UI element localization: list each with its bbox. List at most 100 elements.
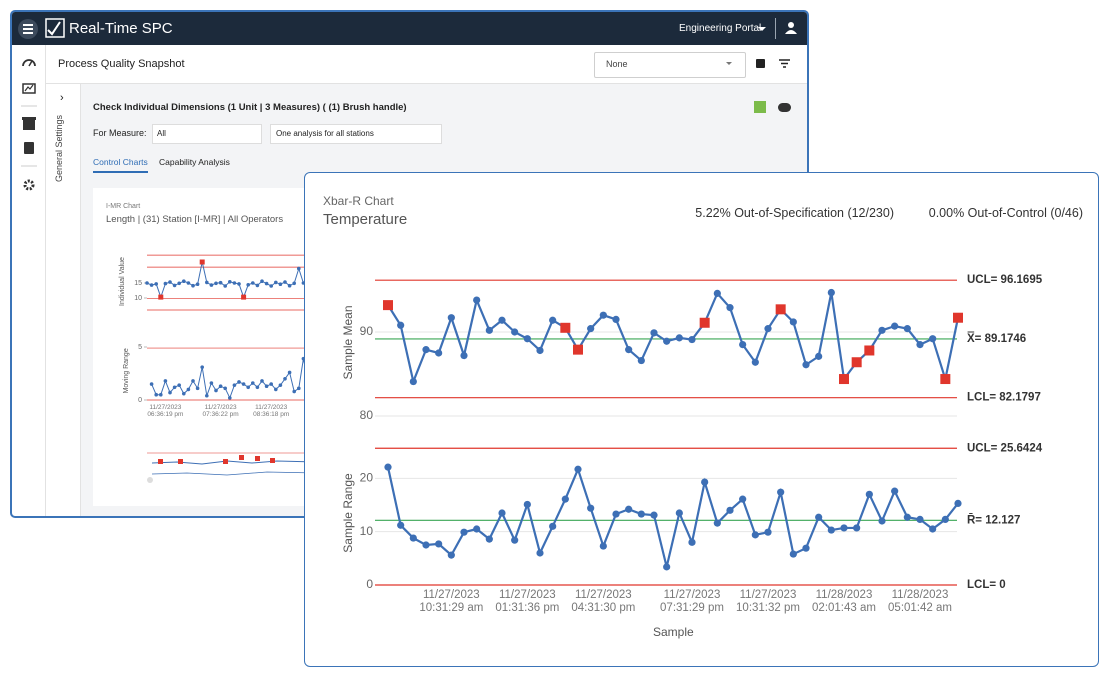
flagged-point (852, 357, 862, 367)
flagged-point (953, 313, 963, 323)
point (891, 488, 898, 495)
point (790, 318, 797, 325)
point (292, 390, 296, 394)
point (237, 282, 241, 286)
point (159, 393, 163, 397)
point (269, 284, 273, 288)
y-tick-label: 5 (138, 344, 142, 351)
series-line (388, 467, 958, 567)
point (916, 341, 923, 348)
point (536, 549, 543, 556)
point (625, 346, 632, 353)
point (486, 327, 493, 334)
flagged-point (241, 295, 246, 300)
point (612, 510, 619, 517)
control-line-label: UCL= 96.1695 (967, 274, 1043, 286)
point (154, 393, 158, 397)
point (422, 541, 429, 548)
point (210, 283, 214, 287)
point (251, 381, 255, 385)
point (853, 524, 860, 531)
point (205, 394, 209, 398)
point (265, 384, 269, 388)
point (237, 380, 241, 384)
point (815, 514, 822, 521)
point (473, 296, 480, 303)
point (182, 392, 186, 396)
y-axis-label: Moving Range (123, 348, 130, 393)
point (164, 282, 168, 286)
y-tick-label: 20 (360, 471, 374, 485)
point (777, 489, 784, 496)
y-axis-label: Sample Mean (341, 305, 355, 379)
point (187, 388, 191, 392)
point (511, 537, 518, 544)
point (191, 379, 195, 383)
point (840, 524, 847, 531)
point (274, 281, 278, 285)
point (251, 281, 255, 285)
flagged-point (200, 260, 205, 265)
point (676, 334, 683, 341)
point (739, 341, 746, 348)
y-axis-label: Sample Range (341, 473, 355, 553)
point (397, 322, 404, 329)
y-tick-label: 15 (134, 280, 142, 287)
point (297, 267, 301, 271)
point (524, 335, 531, 342)
flagged-point (700, 318, 710, 328)
point (752, 531, 759, 538)
point (448, 314, 455, 321)
point (828, 526, 835, 533)
point (473, 525, 480, 532)
point (549, 523, 556, 530)
point (265, 282, 269, 286)
control-line-label: LCL= 82.1797 (967, 392, 1041, 404)
point (511, 328, 518, 335)
point (802, 545, 809, 552)
point (292, 282, 296, 286)
point (283, 280, 287, 284)
flagged-point (158, 295, 163, 300)
point (638, 510, 645, 517)
point (384, 464, 391, 471)
point (150, 283, 154, 287)
point (866, 491, 873, 498)
point (891, 323, 898, 330)
point (274, 388, 278, 392)
control-line-label: R̄= 12.127 (967, 514, 1020, 526)
flagged-point (839, 374, 849, 384)
point (486, 536, 493, 543)
control-line-label: X̿= 89.1746 (967, 332, 1026, 345)
point (223, 387, 227, 391)
point (663, 338, 670, 345)
point (764, 325, 771, 332)
point (196, 387, 200, 391)
point (650, 512, 657, 519)
point (536, 347, 543, 354)
point (288, 284, 292, 288)
point (145, 281, 149, 285)
x-tick-label: 11/27/2023 04:31:30 pm (553, 589, 653, 615)
point (177, 383, 181, 387)
point (916, 516, 923, 523)
point (726, 507, 733, 514)
point (154, 282, 158, 286)
point (173, 284, 177, 288)
x-axis-label: Sample (653, 625, 694, 639)
flagged-point (573, 345, 583, 355)
point (764, 529, 771, 536)
point (164, 379, 168, 383)
point (242, 382, 246, 386)
point (182, 279, 186, 283)
point (714, 520, 721, 527)
point (260, 279, 264, 283)
point (173, 385, 177, 389)
point (688, 336, 695, 343)
point (196, 282, 200, 286)
point (904, 325, 911, 332)
point (279, 383, 283, 387)
point (410, 378, 417, 385)
point (177, 282, 181, 286)
